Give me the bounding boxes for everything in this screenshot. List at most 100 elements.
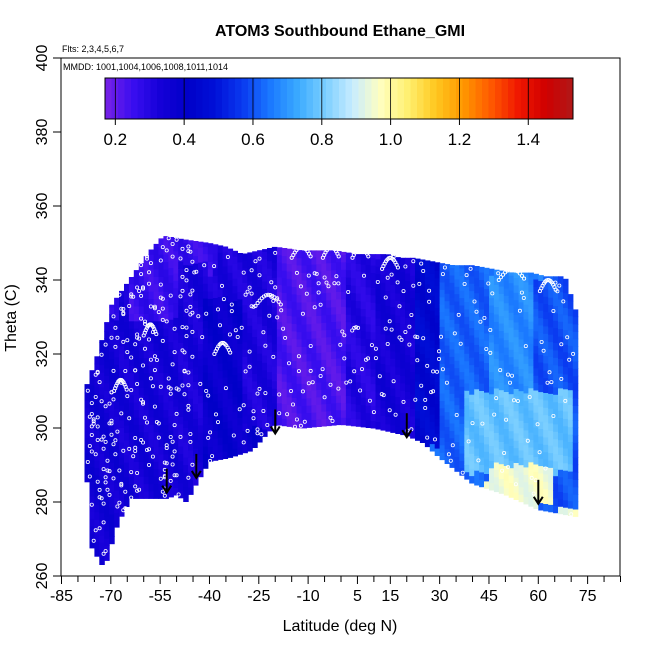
heatmap-cell [513,403,520,412]
sample-point [415,335,420,340]
heatmap-cell [572,323,579,332]
sample-point [135,470,140,475]
heatmap-cell [498,382,505,391]
heatmap-cell [257,382,263,391]
heatmap-cell [385,334,391,343]
heatmap-cell [350,410,357,419]
heatmap-cell [286,396,293,405]
heatmap-cell [523,348,529,357]
heatmap-cell [469,379,475,388]
heatmap-cell [385,327,391,336]
heatmap-cell [114,356,120,365]
heatmap-cell [449,267,455,276]
heatmap-cell [345,321,352,330]
heatmap-cell [252,388,258,397]
heatmap-cell [301,390,307,399]
heatmap-cell [138,298,145,307]
sample-point [148,376,153,381]
heatmap-cell [489,401,495,410]
heatmap-cell [326,410,332,419]
heatmap-cell [193,351,199,360]
sample-point [350,328,355,333]
heatmap-cell [198,365,204,374]
heatmap-cell [128,313,135,322]
heatmap-cell [198,410,204,418]
sample-point [316,290,321,295]
heatmap-cell [257,404,263,413]
heatmap-cell [271,358,278,367]
sample-point [202,263,207,268]
heatmap-cell [267,379,273,387]
heatmap-cell [331,373,337,382]
colorbar-swatch [495,78,502,119]
sample-point [271,354,276,359]
colorbar-swatch [306,78,314,119]
colorbar-swatch [527,78,535,119]
heatmap-cell [124,395,130,404]
heatmap-cell [148,357,155,366]
heatmap-cell [143,379,150,388]
heatmap-cell [434,314,441,323]
sample-point [377,374,382,379]
colorbar-swatch [124,78,132,119]
heatmap-cell [444,322,451,331]
heatmap-cell [345,277,352,286]
heatmap-cell [474,329,480,338]
heatmap-cell [341,254,347,263]
sample-point [251,416,256,421]
heatmap-cell [553,416,559,425]
heatmap-cell [498,419,505,428]
heatmap-cell [104,412,110,421]
heatmap-cell [84,444,90,453]
heatmap-cell [158,276,164,285]
heatmap-cell [375,406,381,415]
heatmap-cell [173,465,179,474]
heatmap-cell [212,319,219,328]
heatmap-cell [380,415,386,424]
heatmap-cell [168,282,174,291]
heatmap-cell [104,464,110,473]
sample-point [208,430,213,435]
sample-point [413,334,418,339]
heatmap-cell [508,312,515,321]
heatmap-cell [252,321,258,330]
heatmap-cell [513,373,520,382]
sample-point [567,357,572,362]
heatmap-cell [454,404,460,413]
heatmap-cell [390,410,396,419]
heatmap-cell [385,423,391,432]
heatmap-cell [193,477,199,486]
heatmap-cell [316,285,322,294]
heatmap-cell [405,317,411,326]
heatmap-cell [553,335,559,343]
heatmap-cell [163,402,169,411]
heatmap-cell [109,321,115,330]
heatmap-cell [479,368,485,377]
heatmap-cell [193,314,199,323]
heatmap-cell [128,298,135,307]
heatmap-cell [567,448,574,457]
sample-point [115,504,120,509]
sample-point [365,356,370,361]
colorbar-swatch [202,78,210,119]
heatmap-cell [415,321,421,330]
heatmap-cell [114,305,120,313]
heatmap-cell [341,380,347,389]
heatmap-cell [316,271,322,279]
sample-point [111,476,116,481]
sample-point [352,369,357,374]
heatmap-cell [247,362,253,371]
heatmap-cell [360,293,367,302]
heatmap-cell [370,353,377,362]
sample-point [273,285,278,290]
heatmap-cell [572,457,579,466]
sample-point [125,338,130,343]
heatmap-cell [163,461,169,470]
sample-point [488,327,493,332]
heatmap-cell [518,435,525,443]
heatmap-cell [464,442,470,450]
heatmap-cell [143,342,150,351]
heatmap-cell [345,395,352,404]
heatmap-cell [119,471,125,480]
heatmap-cell [385,342,391,351]
